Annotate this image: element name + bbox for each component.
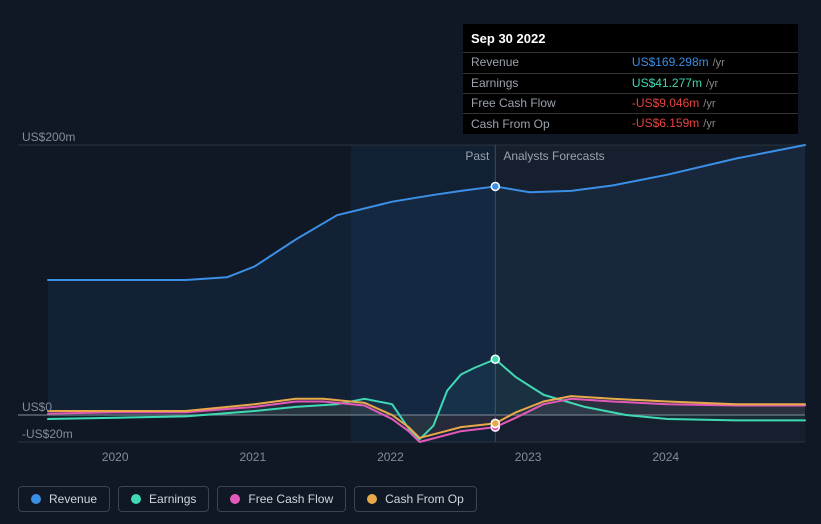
legend-item-label: Earnings (149, 492, 196, 506)
legend-item-fcf[interactable]: Free Cash Flow (217, 486, 346, 512)
tooltip-title: Sep 30 2022 (463, 30, 798, 52)
zone-label-past: Past (465, 149, 489, 163)
chart-tooltip: Sep 30 2022 RevenueUS$169.298m/yrEarning… (463, 24, 798, 134)
legend-dot-icon (230, 494, 240, 504)
tooltip-row-value: US$169.298m/yr (624, 53, 798, 73)
x-axis-tick-label: 2020 (102, 450, 129, 464)
legend-item-cfo[interactable]: Cash From Op (354, 486, 477, 512)
tooltip-row-label: Revenue (463, 53, 624, 73)
legend-item-label: Cash From Op (385, 492, 464, 506)
y-axis-tick-label: US$200m (22, 130, 75, 144)
x-axis-tick-label: 2023 (515, 450, 542, 464)
tooltip-table: RevenueUS$169.298m/yrEarningsUS$41.277m/… (463, 52, 798, 134)
x-axis-tick-label: 2022 (377, 450, 404, 464)
tooltip-row-label: Cash From Op (463, 114, 624, 134)
x-axis-tick-label: 2024 (652, 450, 679, 464)
tooltip-row: Cash From Op-US$6.159m/yr (463, 114, 798, 134)
earnings-revenue-chart: Sep 30 2022 RevenueUS$169.298m/yrEarning… (0, 0, 821, 524)
tooltip-row: EarningsUS$41.277m/yr (463, 73, 798, 93)
tooltip-row: RevenueUS$169.298m/yr (463, 53, 798, 73)
tooltip-row-value: US$41.277m/yr (624, 73, 798, 93)
legend-item-label: Free Cash Flow (248, 492, 333, 506)
legend-item-revenue[interactable]: Revenue (18, 486, 110, 512)
x-axis-tick-label: 2021 (239, 450, 266, 464)
y-axis-tick-label: -US$20m (22, 427, 73, 441)
zone-label-forecast: Analysts Forecasts (503, 149, 604, 163)
tooltip-row-value: -US$6.159m/yr (624, 114, 798, 134)
y-axis-tick-label: US$0 (22, 400, 52, 414)
legend-item-label: Revenue (49, 492, 97, 506)
legend-dot-icon (131, 494, 141, 504)
tooltip-row-value: -US$9.046m/yr (624, 93, 798, 113)
chart-legend: Revenue Earnings Free Cash Flow Cash From O… (18, 486, 477, 512)
tooltip-row-label: Earnings (463, 73, 624, 93)
tooltip-row-label: Free Cash Flow (463, 93, 624, 113)
tooltip-row: Free Cash Flow-US$9.046m/yr (463, 93, 798, 113)
legend-dot-icon (31, 494, 41, 504)
legend-item-earnings[interactable]: Earnings (118, 486, 209, 512)
legend-dot-icon (367, 494, 377, 504)
